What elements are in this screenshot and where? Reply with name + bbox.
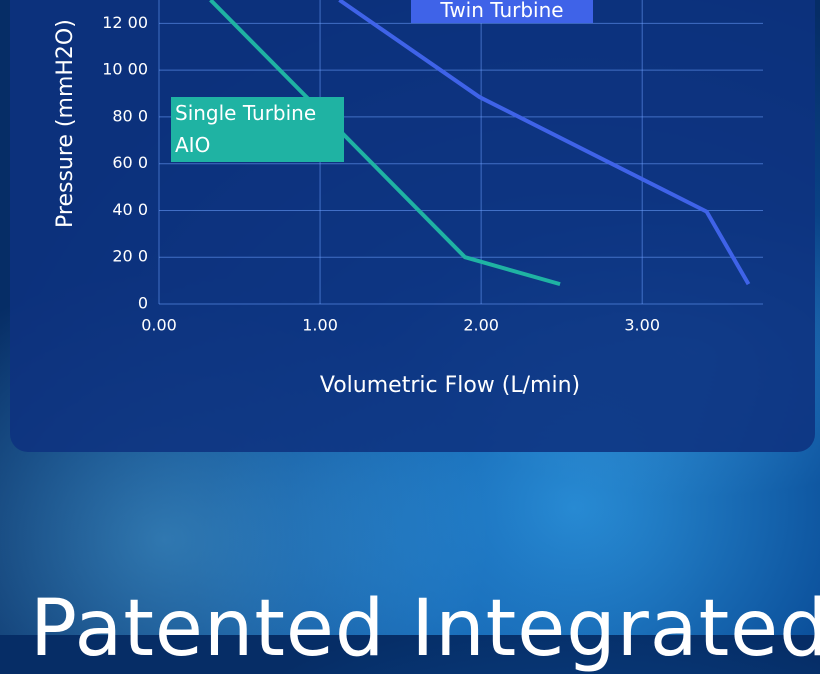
heading: Patented Integrated bbox=[30, 584, 820, 674]
y-tick-label: 20 0 bbox=[112, 247, 148, 266]
legend-label: Twin Turbine bbox=[411, 0, 593, 23]
y-axis-title: Pressure (mmH2O) bbox=[53, 19, 78, 228]
x-axis-title: Volumetric Flow (L/min) bbox=[320, 373, 580, 398]
page: Volumetric Flow (L/min) Pressure (mmH2O)… bbox=[0, 0, 820, 635]
y-tick-label: 80 0 bbox=[112, 106, 148, 125]
x-tick-label: 2.00 bbox=[463, 316, 499, 335]
y-tick-label: 10 00 bbox=[102, 60, 148, 79]
x-tick-label: 1.00 bbox=[302, 316, 338, 335]
legend-label: Single Turbine AIO bbox=[171, 97, 344, 162]
chart: Volumetric Flow (L/min) Pressure (mmH2O)… bbox=[53, 0, 763, 398]
x-tick-label: 3.00 bbox=[624, 316, 660, 335]
chart-panel bbox=[10, 0, 815, 452]
x-tick-label: 0.00 bbox=[141, 316, 177, 335]
y-tick-label: 0 bbox=[138, 294, 148, 313]
y-tick-label: 40 0 bbox=[112, 200, 148, 219]
y-tick-label: 60 0 bbox=[112, 153, 148, 172]
series-line bbox=[338, 0, 751, 286]
y-tick-label: 12 00 bbox=[102, 13, 148, 32]
series-line bbox=[209, 0, 561, 287]
